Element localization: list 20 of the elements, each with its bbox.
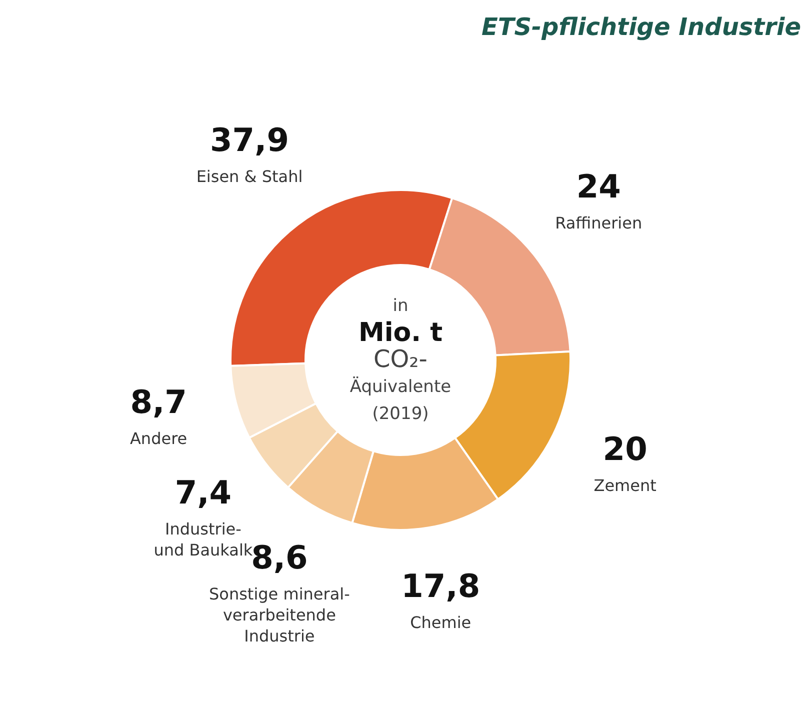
text: CO₂- [374,345,428,373]
text: Äquivalente [350,376,452,397]
text: Mio. t [358,318,443,348]
slice-label: Sonstige mineral- verarbeitende Industrie [209,584,350,646]
slice-label: Eisen & Stahl [196,166,303,186]
chart-title: ETS-pflichtige Industrie [481,13,801,41]
data-label: 8,6 [251,538,308,577]
slice-label: Zement [594,476,656,495]
data-label: 24 [576,167,621,206]
slice-label: Andere [130,428,188,448]
data-label: 37,9 [210,120,289,159]
data-label: 17,8 [401,566,480,605]
data-label: 20 [602,430,648,468]
text: (2019) [372,404,429,424]
text: in [392,296,408,316]
data-label: 7,4 [174,474,232,512]
slice-label: Raffinerien [555,213,642,232]
slice-label: Industrie- und Baukalk [154,520,254,560]
data-label: 8,7 [130,382,187,421]
slice-label: Chemie [410,612,472,632]
